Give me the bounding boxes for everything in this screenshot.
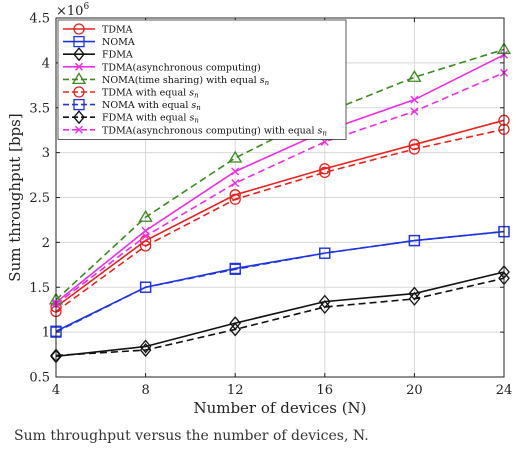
y-tick-label: 1 bbox=[42, 326, 50, 341]
marker-circle bbox=[319, 163, 331, 175]
series-tdma bbox=[50, 114, 510, 313]
x-axis-label: Number of devices (N) bbox=[193, 399, 366, 417]
marker-x-stroke bbox=[231, 167, 240, 176]
marker-circle bbox=[139, 240, 152, 252]
y-tick-label: 2 bbox=[42, 236, 50, 251]
legend-label: TDMA with equal sn bbox=[102, 88, 199, 100]
marker-diamond bbox=[139, 343, 152, 358]
marker-x bbox=[410, 95, 419, 104]
marker-x bbox=[75, 62, 83, 71]
marker-diamond bbox=[73, 110, 85, 125]
legend-entry: NOMA with equal sn bbox=[63, 98, 201, 112]
legend-label: NOMA with equal sn bbox=[102, 100, 201, 112]
legend-label: NOMA(time sharing) with equal sn bbox=[102, 75, 270, 87]
x-tick-label: 4 bbox=[52, 383, 60, 398]
legend-entry: TDMA bbox=[63, 23, 133, 36]
marker-x-stroke bbox=[410, 95, 419, 104]
series-tdma-with-equal-s-n bbox=[50, 123, 510, 318]
legend-label: TDMA(asynchronous computing) with equal … bbox=[102, 125, 327, 137]
y-tick-label: 4.5 bbox=[29, 12, 50, 27]
marker-x bbox=[231, 167, 240, 176]
series-fdma-with-equal-s-n bbox=[50, 271, 510, 363]
marker-diamond bbox=[73, 47, 85, 62]
legend-entry: TDMA(asynchronous computing) with equal … bbox=[63, 125, 327, 137]
series-line bbox=[55, 72, 505, 305]
legend-entry: TDMA(asynchronous computing) bbox=[63, 62, 261, 73]
x-tick-label: 8 bbox=[141, 383, 149, 398]
marker-triangle bbox=[138, 209, 153, 222]
x-tick-label: 24 bbox=[496, 383, 513, 398]
legend-box bbox=[57, 19, 347, 140]
legend-label: FDMA with equal sn bbox=[102, 113, 199, 125]
series-fdma bbox=[50, 264, 510, 364]
marker-triangle bbox=[71, 72, 87, 85]
marker-circle bbox=[319, 166, 331, 179]
marker-square bbox=[73, 35, 85, 48]
series-line bbox=[55, 54, 505, 304]
series-line bbox=[55, 119, 505, 308]
marker-circle bbox=[73, 23, 85, 35]
y-tick-label: 2.5 bbox=[29, 191, 50, 206]
series-noma bbox=[50, 225, 510, 337]
legend-label: TDMA(asynchronous computing) bbox=[102, 62, 261, 73]
marker-x bbox=[75, 125, 83, 134]
figure-caption: Sum throughput versus the number of devi… bbox=[14, 428, 369, 444]
marker-x-stroke bbox=[231, 179, 240, 188]
legend-entry: FDMA with equal sn bbox=[63, 110, 199, 125]
legend-label: TDMA bbox=[102, 25, 133, 36]
marker-x-stroke bbox=[141, 232, 150, 241]
y-multiplier-base: ×10 bbox=[56, 4, 83, 19]
marker-diamond bbox=[318, 299, 331, 315]
marker-x bbox=[141, 232, 150, 241]
marker-triangle bbox=[407, 69, 422, 82]
ticks: 4 8 12 16 20 24 0.5 1 1.5 2 2.5 3 3.5 4 4.5 bbox=[29, 12, 512, 399]
series-tdma-asynchronous-computing- bbox=[52, 50, 508, 307]
legend-label: FDMA bbox=[102, 50, 133, 61]
x-tick-label: 20 bbox=[406, 383, 423, 398]
y-axis-multiplier: ×106 bbox=[56, 2, 89, 19]
y-tick-label: 1.5 bbox=[29, 281, 50, 296]
marker-diamond bbox=[408, 291, 421, 306]
legend-entry: NOMA(time sharing) with equal sn bbox=[63, 72, 270, 87]
marker-circle bbox=[229, 193, 241, 205]
x-tick-label: 16 bbox=[317, 383, 334, 398]
series-line bbox=[55, 230, 505, 333]
legend-entry: NOMA bbox=[63, 35, 135, 48]
marker-x-stroke bbox=[410, 107, 419, 116]
legend-entry: FDMA bbox=[63, 47, 133, 62]
series-line bbox=[55, 128, 505, 313]
marker-square bbox=[408, 234, 421, 247]
marker-x bbox=[231, 179, 240, 188]
marker-x-stroke bbox=[75, 125, 83, 134]
marker-square bbox=[73, 98, 85, 111]
legend-entry: TDMA with equal sn bbox=[63, 86, 199, 100]
y-multiplier-exponent: 6 bbox=[83, 2, 89, 12]
x-tick-label: 12 bbox=[227, 383, 244, 398]
marker-x-stroke bbox=[75, 62, 83, 71]
y-tick-label: 3.5 bbox=[29, 101, 50, 116]
marker-diamond bbox=[139, 339, 152, 354]
y-tick-label: 0.5 bbox=[29, 371, 50, 386]
series-line bbox=[55, 271, 505, 358]
marker-diamond bbox=[229, 322, 242, 337]
series-noma-with-equal-s-n bbox=[50, 225, 510, 338]
series-line bbox=[55, 230, 505, 332]
y-tick-label: 3 bbox=[42, 146, 50, 161]
series-line bbox=[55, 277, 505, 357]
marker-square bbox=[139, 281, 152, 293]
marker-square bbox=[229, 263, 241, 275]
y-tick-label: 4 bbox=[42, 56, 50, 71]
marker-triangle bbox=[228, 150, 243, 163]
marker-circle bbox=[408, 143, 421, 155]
marker-x bbox=[410, 107, 419, 116]
y-axis-label: Sum throughput [bps] bbox=[6, 113, 24, 281]
marker-square bbox=[319, 247, 331, 259]
legend-label: NOMA bbox=[102, 37, 135, 48]
marker-circle bbox=[73, 86, 85, 98]
marker-diamond bbox=[318, 294, 331, 309]
